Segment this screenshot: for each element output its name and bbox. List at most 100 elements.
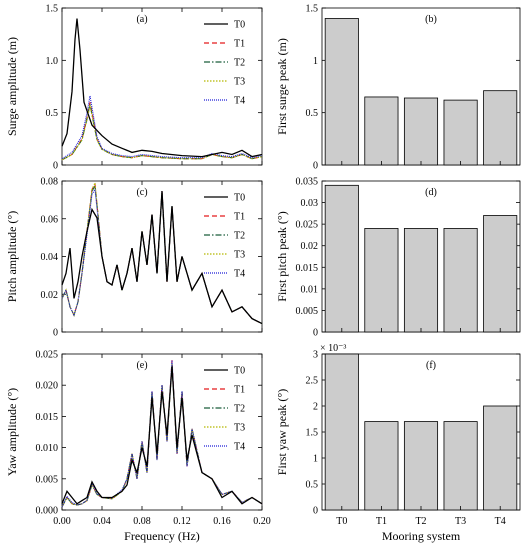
legend-label-t0: T0: [234, 193, 245, 204]
plot-frame: [61, 353, 263, 511]
y-tick-label: 0.015: [36, 412, 59, 423]
y-tick-label: 0.025: [36, 350, 59, 361]
y-axis-label: First surge peak (m): [275, 38, 289, 135]
bar-t4: [483, 215, 518, 333]
bar-t1: [364, 228, 399, 333]
bar-t1: [364, 96, 399, 166]
x-tick-label: T1: [376, 516, 387, 527]
series-line-t1: [61, 182, 263, 325]
legend-label-t1: T1: [234, 212, 245, 223]
y-axis-label: Yaw amplitude (°): [5, 388, 19, 476]
panel-label: (e): [136, 360, 147, 371]
series-line-t0: [61, 18, 263, 158]
y-tick-label: 0.000: [36, 506, 59, 517]
panel-5: 0.000 0.005 0.010 0.015 0.020 0.025 Yaw amplit…: [5, 350, 271, 544]
y-tick-label: 0: [313, 506, 318, 517]
legend-label-t3: T3: [234, 77, 245, 88]
panel-label: (f): [426, 360, 436, 371]
y-tick-label: 0: [53, 328, 58, 339]
y-tick-label: 0.035: [296, 177, 319, 188]
y-axis-label: First yaw peak (°): [275, 389, 289, 475]
series-line-t3: [61, 105, 263, 161]
bar-t0: [324, 184, 359, 333]
bar-t0: [324, 18, 359, 166]
x-tick-label: 0.12: [173, 516, 191, 527]
y-tick-label: 0.015: [296, 263, 319, 274]
legend-label-t3: T3: [234, 423, 245, 434]
panel-label: (b): [425, 14, 437, 25]
legend-label-t4: T4: [234, 442, 245, 453]
y-tick-label: 0: [53, 161, 58, 172]
y-tick-label: 0.08: [41, 177, 59, 188]
x-tick-label: T3: [455, 516, 466, 527]
legend-label-t4: T4: [234, 96, 245, 107]
bar-t3: [443, 421, 478, 511]
y-tick-label: 0.04: [41, 252, 59, 263]
series-line-t4: [61, 360, 263, 508]
y-tick-label: 0.025: [296, 220, 319, 231]
series-line-t0: [61, 366, 263, 505]
panel-3: 0 0.02 0.04 0.06 0.08 Pitch amplitude (°) (c) T…: [5, 177, 263, 339]
x-tick-label: 0.16: [213, 516, 231, 527]
series-line-t3: [61, 180, 263, 325]
y-tick-label: 0.005: [296, 306, 319, 317]
y-tick-label: 2: [313, 402, 318, 413]
legend-label-t2: T2: [234, 231, 245, 242]
x-tick-label: 0.20: [253, 516, 271, 527]
y-axis-label: Pitch amplitude (°): [5, 211, 19, 302]
bar-t3: [443, 228, 478, 333]
y-tick-label: 1: [313, 56, 318, 67]
bar-t1: [364, 421, 399, 511]
y-tick-label: 0.010: [36, 443, 59, 454]
x-tick-label: T2: [415, 516, 426, 527]
y-tick-label: 0.02: [41, 290, 59, 301]
panel-label: (a): [136, 14, 147, 25]
y-tick-label: 2.5: [306, 376, 319, 387]
y-tick-label: 1.5: [46, 4, 59, 15]
bar-t4: [483, 90, 518, 166]
legend-label-t1: T1: [234, 39, 245, 50]
series-line-t2: [61, 184, 263, 325]
y-tick-label: 1.5: [306, 4, 319, 15]
legend-label-t4: T4: [234, 269, 245, 280]
y-tick-label: 0.01: [301, 284, 319, 295]
x-tick-label: 0.00: [53, 516, 71, 527]
panel-label: (d): [425, 187, 437, 198]
legend-label-t0: T0: [234, 20, 245, 31]
series-line-t0: [61, 191, 263, 325]
legend-label-t1: T1: [234, 385, 245, 396]
plot-frame: [61, 7, 263, 166]
bar-t4: [483, 405, 518, 511]
x-tick-label: 0.08: [133, 516, 151, 527]
y-tick-label: 0.5: [306, 480, 319, 491]
y-tick-label: 0.06: [41, 214, 59, 225]
exponent-label: × 10⁻³: [320, 343, 346, 354]
panel-2: 0 0.5 1 1.5 First surge peak (m) (b): [275, 4, 521, 172]
plot-frame: [61, 180, 263, 333]
y-tick-label: 0: [313, 161, 318, 172]
bar-t3: [443, 99, 478, 166]
bar-t2: [403, 228, 439, 333]
panel-1: 0 0.5 1.0 1.5 Surge amplitude (m) (a) T0 T1 T2 T3…: [5, 4, 263, 172]
series-line-t2: [61, 104, 263, 161]
bar-t2: [403, 97, 439, 166]
bar-t0: [324, 353, 359, 511]
y-tick-label: 0.005: [36, 474, 59, 485]
panel-6: 0 0.5 1 1.5 2 2.5 3 First yaw peak (°) (f) T0 T1 T2…: [275, 343, 521, 543]
x-tick-label: T4: [495, 516, 506, 527]
x-tick-label: 0.04: [93, 516, 111, 527]
y-axis-label: First pitch peak (°): [275, 211, 289, 301]
x-axis-label: Mooring system: [382, 529, 461, 543]
y-tick-label: 0.020: [36, 381, 59, 392]
x-tick-label: T0: [336, 516, 347, 527]
y-tick-label: 1.0: [46, 56, 59, 67]
y-tick-label: 0.5: [306, 108, 319, 119]
y-tick-label: 0.02: [301, 241, 319, 252]
series-line-t4: [61, 95, 263, 160]
panel-label: (c): [136, 187, 147, 198]
y-tick-label: 3: [313, 350, 318, 361]
y-axis-label: Surge amplitude (m): [5, 37, 19, 136]
series-line-t1: [61, 102, 263, 161]
panel-4: 0 0.005 0.01 0.015 0.02 0.025 0.03 0.035 First p…: [275, 177, 521, 339]
y-tick-label: 0: [313, 328, 318, 339]
